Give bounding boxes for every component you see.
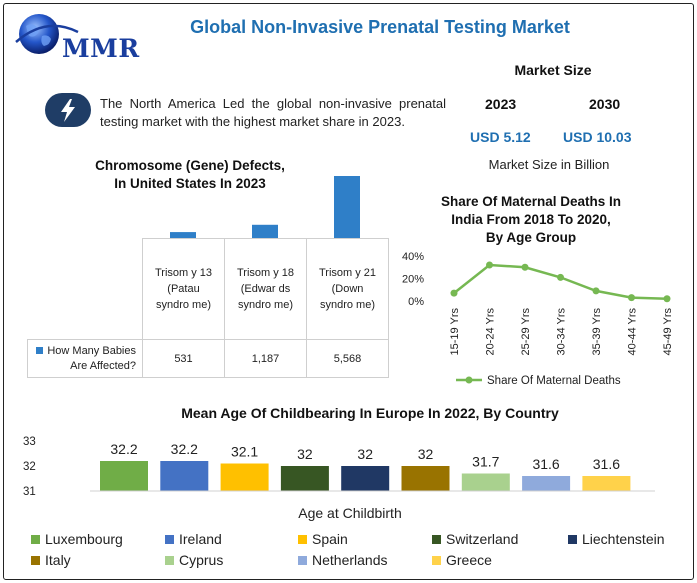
childbearing-x-axis-label: Age at Childbirth xyxy=(298,505,402,521)
childbearing-data-label-greece: 31.6 xyxy=(593,456,620,472)
chromosome-bar-trisomy-18-edwards-syndrome xyxy=(252,224,278,238)
childbearing-y-tick: 31 xyxy=(23,486,36,498)
childbearing-y-tick: 33 xyxy=(23,436,36,448)
maternal-x-tick-20-24-yrs: 20-24 Yrs xyxy=(485,308,497,356)
childbearing-data-label-ireland: 32.2 xyxy=(171,441,198,457)
childbearing-bar-cyprus xyxy=(461,473,510,491)
childbearing-data-label-switzerland: 32 xyxy=(297,446,313,462)
maternal-y-tick: 0% xyxy=(408,296,424,308)
maternal-legend-label: Share Of Maternal Deaths xyxy=(487,375,621,387)
market-size-note: Market Size in Billion xyxy=(488,157,610,172)
maternal-point-35-39-yrs xyxy=(592,287,600,295)
data-table-value-trisomy-13: 531 xyxy=(142,339,225,378)
mmr-globe-logo-icon xyxy=(15,14,79,54)
maternal-point-25-29-yrs xyxy=(521,263,529,271)
childbearing-data-label-spain: 32.1 xyxy=(231,444,258,460)
childbearing-data-label-luxembourg: 32.2 xyxy=(110,441,137,457)
childbearing-bar-spain xyxy=(220,463,269,491)
childbearing-data-label-liechtenstein: 32 xyxy=(357,446,373,462)
maternal-legend-marker-icon xyxy=(465,376,473,384)
maternal-x-tick-15-19-yrs: 15-19 Yrs xyxy=(449,308,461,356)
data-table-value-trisomy-21: 5,568 xyxy=(306,339,389,378)
page-title: Global Non-Invasive Prenatal Testing Mar… xyxy=(190,17,570,37)
data-table-corner xyxy=(27,238,143,340)
childbearing-bar-netherlands xyxy=(522,476,571,491)
maternal-point-40-44-yrs xyxy=(628,294,635,302)
chromosome-data-table: Trisom y 13 (Patau syndro me) Trisom y 1… xyxy=(27,238,389,378)
maternal-x-tick-40-44-yrs: 40-44 Yrs xyxy=(627,308,639,356)
data-table-series-label: How Many Babies Are Affected? xyxy=(27,339,143,378)
maternal-point-15-19-yrs xyxy=(450,289,458,297)
chromosome-chart-title-line-1: Chromosome (Gene) Defects, xyxy=(95,158,285,173)
maternal-title-line-2: India From 2018 To 2020, xyxy=(451,212,611,227)
childbearing-bar-greece xyxy=(582,476,631,491)
childbearing-bar-luxembourg xyxy=(100,461,148,491)
market-size-value-2023: USD 5.12 xyxy=(470,129,531,145)
maternal-deaths-line-plot: 0% 20% 40% 15-19 Yrs 20-24 Yrs 25-29 Yrs 30-34… xyxy=(402,251,674,387)
maternal-y-tick: 20% xyxy=(402,274,424,286)
childbearing-y-tick: 32 xyxy=(23,461,36,473)
maternal-title-line-1: Share Of Maternal Deaths In xyxy=(440,194,622,209)
childbearing-bar-italy xyxy=(401,466,450,491)
childbearing-data-label-cyprus: 31.7 xyxy=(472,454,499,470)
data-table-header-trisomy-21: Trisom y 21 (Down syndro me) xyxy=(306,238,389,340)
maternal-point-30-34-yrs xyxy=(557,273,564,281)
maternal-x-tick-25-29-yrs: 25-29 Yrs xyxy=(520,308,532,356)
market-size-title: Market Size xyxy=(514,62,592,78)
maternal-point-20-24-yrs xyxy=(486,261,493,269)
childbearing-bar-plot: 31 32 33 32.2 32.2 32.1 32 32 32 31.7 31.6 31.6 xyxy=(23,436,655,498)
market-size-value-2030: USD 10.03 xyxy=(563,129,632,145)
childbearing-data-label-netherlands: 31.6 xyxy=(532,456,559,472)
data-table-header-trisomy-13: Trisom y 13 (Patau syndro me) xyxy=(142,238,225,340)
chromosome-bar-trisomy-21-down-syndrome xyxy=(334,176,360,238)
maternal-x-tick-30-34-yrs: 30-34 Yrs xyxy=(556,308,568,356)
lead-statement: The North America Led the global non-inv… xyxy=(100,96,446,129)
brand-logo-text: MMR xyxy=(62,34,140,63)
chromosome-bar-trisomy-13-patau-syndrome xyxy=(170,232,196,238)
maternal-x-tick-35-39-yrs: 35-39 Yrs xyxy=(591,308,603,356)
childbearing-bar-switzerland xyxy=(280,466,329,491)
market-size-year-2030: 2030 xyxy=(589,96,621,112)
childbearing-bar-ireland xyxy=(160,461,209,491)
maternal-series-line xyxy=(453,263,668,300)
market-size-year-2023: 2023 xyxy=(485,96,517,112)
childbearing-chart-title: Mean Age Of Childbearing In Europe In 20… xyxy=(181,405,559,421)
childbearing-data-label-italy: 32 xyxy=(418,446,434,462)
chromosome-chart-title: Chromosome (Gene) Defects, In United Sta… xyxy=(60,157,320,193)
maternal-y-tick: 40% xyxy=(402,251,424,263)
data-table-header-trisomy-18: Trisom y 18 (Edwar ds syndro me) xyxy=(224,238,307,340)
maternal-point-45-49-yrs xyxy=(663,295,671,303)
childbearing-bar-liechtenstein xyxy=(341,466,390,491)
data-table-value-trisomy-18: 1,187 xyxy=(224,339,307,378)
maternal-deaths-chart-title: Share Of Maternal Deaths In India From 2… xyxy=(420,193,642,247)
maternal-title-line-3: By Age Group xyxy=(485,230,577,245)
page-frame xyxy=(3,3,694,580)
data-table-series-name: How Many Babies Are Affected? xyxy=(47,344,136,372)
maternal-x-tick-45-49-yrs: 45-49 Yrs xyxy=(662,308,674,356)
chromosome-bar-plot xyxy=(170,176,360,238)
series-legend-swatch xyxy=(36,347,44,355)
chromosome-chart-title-line-2: In United States In 2023 xyxy=(114,176,266,191)
lightning-bolt-icon xyxy=(45,93,91,127)
